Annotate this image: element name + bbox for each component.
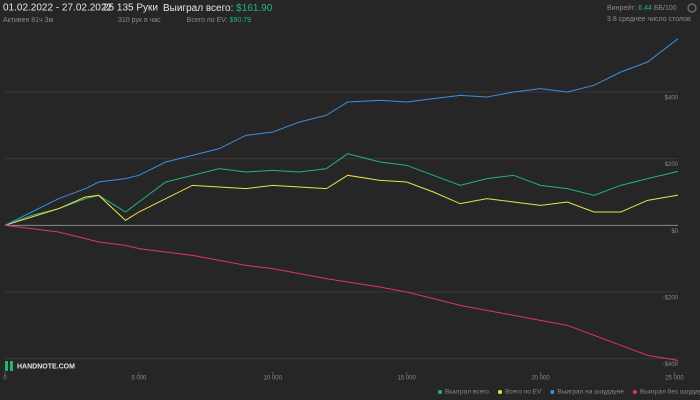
ev-label: Всего по EV:	[187, 17, 228, 24]
y-tick-label: -$200	[663, 296, 679, 302]
logo-mark	[5, 361, 8, 371]
legend-swatch	[632, 390, 637, 394]
legend-label: Всего по EV	[505, 389, 542, 396]
logo: HANDNOTE.COM	[5, 361, 75, 371]
x-tick-label: 5 000	[131, 376, 147, 382]
legend-swatch	[550, 390, 555, 394]
x-tick-label: 0	[3, 376, 7, 382]
ev-total: Всего по EV: $90.79	[187, 17, 251, 24]
winrate-unit: ББ/100	[654, 5, 677, 12]
y-tick-label: $0	[671, 229, 678, 235]
ev-value: $90.79	[230, 17, 252, 24]
y-tick-label: -$400	[663, 362, 679, 368]
legend-swatch	[497, 390, 502, 394]
active-time: Активен 81ч 3м	[3, 17, 54, 24]
y-tick-label: $200	[665, 162, 679, 168]
x-tick-label: 25 000	[665, 376, 684, 382]
won-value: $161.90	[236, 3, 273, 14]
avg-tables: 3.8 среднее число столов	[607, 16, 691, 23]
winrate-label: Винрейт:	[607, 4, 636, 12]
legend-label: Выиграл на шоудауне	[557, 389, 624, 396]
series-line	[4, 174, 679, 226]
logo-mark	[10, 361, 13, 371]
settings-icon[interactable]	[687, 3, 697, 13]
legend-label: Выиграл всего	[445, 389, 489, 396]
winrate: Винрейт: 6.44 ББ/100	[607, 4, 677, 12]
x-tick-label: 15 000	[397, 376, 416, 382]
series-line	[4, 224, 679, 361]
legend-label: Выиграл без шоудауна	[640, 388, 700, 396]
hands: 25 135 Руки	[103, 3, 158, 14]
won-total: Выиграл всего: $161.90	[163, 3, 273, 14]
series-line	[4, 153, 679, 226]
hands-per-hour: 310 рук в час	[118, 17, 161, 24]
y-tick-label: $400	[665, 96, 679, 102]
series-line	[4, 38, 679, 226]
date-range: 01.02.2022 - 27.02.2022	[3, 3, 112, 14]
won-label: Выиграл всего:	[163, 3, 233, 14]
x-tick-label: 20 000	[531, 376, 550, 382]
logo-text: HANDNOTE.COM	[17, 363, 75, 370]
winrate-value: 6.44	[638, 5, 652, 12]
x-tick-label: 10 000	[264, 376, 283, 382]
legend-swatch	[438, 390, 442, 394]
